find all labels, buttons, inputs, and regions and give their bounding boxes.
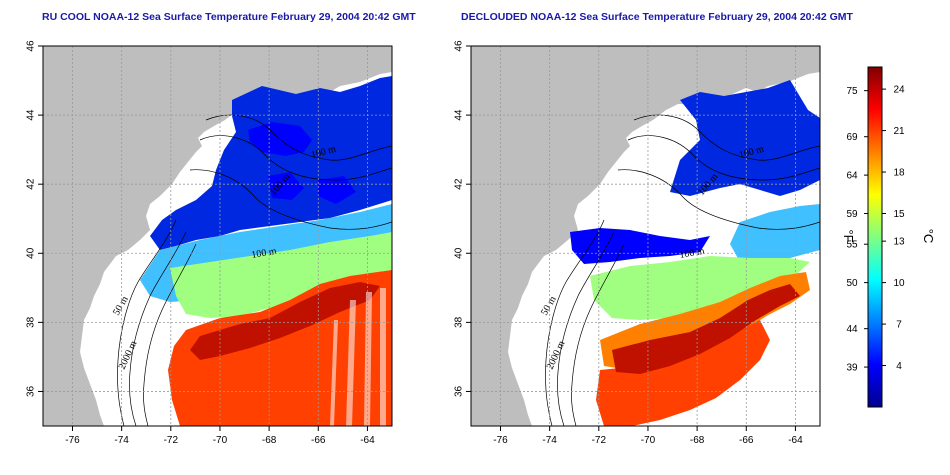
- lon-tick-label: -74: [114, 435, 129, 446]
- right-gulf-stream-core: [612, 284, 800, 374]
- fahrenheit-tick-label: 39: [846, 363, 858, 374]
- fahrenheit-tick-label: 59: [846, 209, 858, 220]
- right-axis-ticks: -76 -74 -72 -70 -68 -66 -64 36 38 40 42 44 46: [454, 40, 803, 446]
- right-map-content: 100 m 100 m 50 m 2000 m 100 m: [471, 46, 820, 426]
- left-map-content: 100 m 100 m 50 m 2000 m 100 m: [43, 46, 392, 426]
- left-map-frame: [42, 45, 393, 427]
- right-sst-map: 100 m 100 m 50 m 2000 m 100 m -76 -74 -72-…: [454, 40, 821, 446]
- lat-tick-label: 44: [26, 109, 37, 121]
- left-cold-shelf-water: [150, 76, 392, 250]
- celsius-tick-label: 13: [893, 237, 905, 248]
- fahrenheit-tick-label: 64: [846, 171, 858, 182]
- left-axis-ticks: -76 -74 -72 -70 -68 -66 -64 36 38 40 42 44 46: [26, 40, 375, 446]
- lon-tick-label: -72: [592, 435, 607, 446]
- left-sst-map: 100 m 100 m 50 m 2000 m 100 m -76 -74 -72-…: [26, 40, 393, 446]
- lon-tick-label: -66: [739, 435, 754, 446]
- celsius-tick-label: 10: [893, 278, 905, 289]
- right-slope-water: [730, 204, 820, 264]
- lat-tick-label: 36: [26, 385, 37, 397]
- celsius-tick-label: 21: [893, 126, 905, 137]
- lat-tick-label: 44: [454, 109, 465, 121]
- right-bathymetry-contours: [545, 114, 820, 426]
- lon-tick-label: -68: [690, 435, 705, 446]
- lon-tick-label: -70: [641, 435, 656, 446]
- colorbar-fahrenheit-ticks: 75 69 64 59 55 50 44 39: [846, 86, 868, 374]
- lat-tick-label: 40: [26, 247, 37, 259]
- left-grid: [43, 46, 392, 426]
- left-map-title: RU COOL NOAA-12 Sea Surface Temperature …: [42, 11, 416, 23]
- temperature-colorbar: 75 69 64 59 55 50 44 39 24 21 18 15 13 10 7 4 °F °C: [841, 66, 936, 408]
- right-transition-water: [590, 256, 810, 320]
- lat-tick-label: 42: [454, 178, 465, 190]
- right-island: [690, 62, 786, 94]
- lon-tick-label: -76: [65, 435, 80, 446]
- celsius-unit-label: °C: [921, 229, 936, 244]
- right-map-frame: [470, 45, 821, 427]
- fahrenheit-tick-label: 55: [846, 240, 858, 251]
- colorbar-celsius-ticks: 24 21 18 15 13 10 7 4: [882, 85, 905, 372]
- lon-tick-label: -76: [493, 435, 508, 446]
- lat-tick-label: 40: [454, 247, 465, 259]
- lat-tick-label: 38: [26, 316, 37, 328]
- right-cold-shelf-water: [670, 80, 820, 196]
- celsius-tick-label: 15: [893, 209, 905, 220]
- fahrenheit-tick-label: 69: [846, 132, 858, 143]
- lon-tick-label: -68: [262, 435, 277, 446]
- lat-tick-label: 46: [454, 40, 465, 52]
- right-map-title: DECLOUDED NOAA-12 Sea Surface Temperatur…: [461, 11, 853, 23]
- lon-tick-label: -64: [788, 435, 803, 446]
- right-cold-lower: [570, 228, 710, 264]
- left-bathymetry-contours: [117, 114, 392, 426]
- left-land-mass: [43, 46, 392, 426]
- colorbar-gradient: [867, 66, 883, 408]
- lat-tick-label: 42: [26, 178, 37, 190]
- lon-tick-label: -66: [311, 435, 326, 446]
- lat-tick-label: 38: [454, 316, 465, 328]
- left-gulf-stream-core: [190, 282, 380, 360]
- celsius-tick-label: 7: [896, 320, 902, 331]
- fahrenheit-unit-label: °F: [841, 229, 856, 242]
- lon-tick-label: -70: [213, 435, 228, 446]
- celsius-tick-label: 18: [893, 168, 905, 179]
- lat-tick-label: 36: [454, 385, 465, 397]
- left-island: [262, 62, 358, 94]
- left-cloud-streaks: [330, 288, 386, 426]
- right-land-mass: [471, 46, 820, 426]
- lon-tick-label: -74: [542, 435, 557, 446]
- right-grid: [471, 46, 820, 426]
- left-cold-eddies: [248, 122, 356, 204]
- celsius-tick-label: 4: [896, 361, 902, 372]
- celsius-tick-label: 24: [893, 85, 905, 96]
- fahrenheit-tick-label: 75: [846, 86, 858, 97]
- lon-tick-label: -72: [164, 435, 179, 446]
- lon-tick-label: -64: [360, 435, 375, 446]
- fahrenheit-tick-label: 50: [846, 278, 858, 289]
- fahrenheit-tick-label: 44: [846, 324, 858, 335]
- lat-tick-label: 46: [26, 40, 37, 52]
- right-gulf-stream: [596, 320, 770, 426]
